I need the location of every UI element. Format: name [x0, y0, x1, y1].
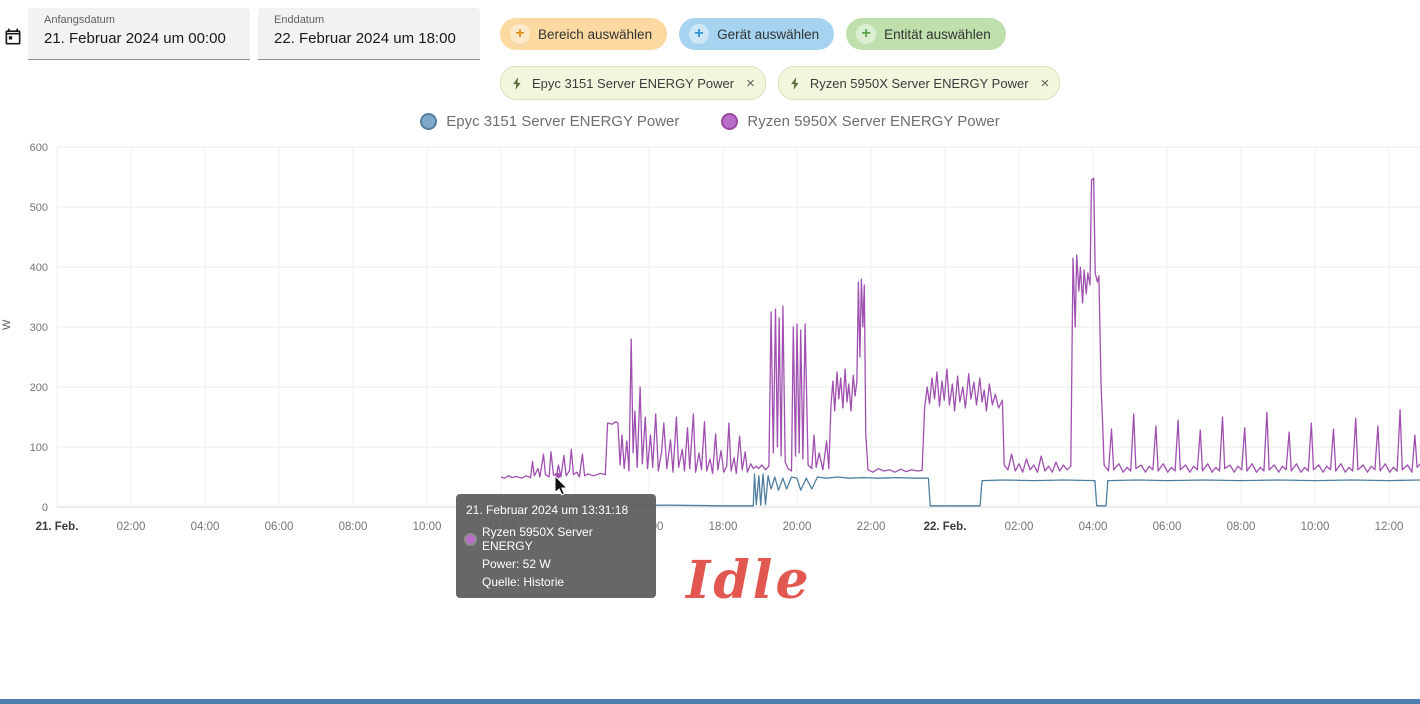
tooltip-power-value: Power: 52 W — [482, 557, 551, 571]
x-tick-label: 08:00 — [1227, 521, 1256, 533]
y-tick-label: 600 — [30, 142, 48, 154]
x-tick-label: 02:00 — [1005, 521, 1034, 533]
y-tick-label: 300 — [30, 322, 48, 334]
series-line-1 — [500, 177, 1420, 479]
entity-chip-label: Epyc 3151 Server ENERGY Power — [532, 75, 735, 91]
area-select-label: Bereich auswählen — [538, 26, 653, 42]
x-tick-label: 22:00 — [857, 521, 886, 533]
area-select-chip[interactable]: + Bereich auswählen — [500, 18, 668, 50]
x-tick-label: 12:00 — [1375, 521, 1404, 533]
end-date-field[interactable]: Enddatum 22. Februar 2024 um 18:00 — [258, 8, 480, 60]
chart-legend: Epyc 3151 Server ENERGY Power Ryzen 5950… — [0, 113, 1420, 130]
x-tick-label: 10:00 — [413, 521, 442, 533]
series-dot-icon — [466, 534, 475, 544]
legend-dot — [721, 113, 739, 130]
x-tick-label: 10:00 — [1301, 521, 1330, 533]
filter-chip-row: + Bereich auswählen + Gerät auswählen + … — [500, 18, 1060, 50]
legend-item-ryzen[interactable]: Ryzen 5950X Server ENERGY Power — [721, 113, 1000, 130]
chart-tooltip: 21. Februar 2024 um 13:31:18 Ryzen 5950X… — [456, 494, 656, 598]
y-axis-title: W — [1, 319, 13, 330]
calendar-icon[interactable] — [3, 27, 23, 52]
x-tick-label: 08:00 — [339, 521, 368, 533]
end-date-value: 22. Februar 2024 um 18:00 — [274, 30, 456, 47]
plus-icon: + — [510, 24, 530, 44]
entity-chip-label: Ryzen 5950X Server ENERGY Power — [809, 75, 1029, 91]
y-tick-label: 500 — [30, 202, 48, 214]
entity-chip-ryzen[interactable]: Ryzen 5950X Server ENERGY Power × — [777, 66, 1061, 100]
legend-dot — [420, 113, 438, 130]
close-icon[interactable]: × — [746, 74, 755, 92]
x-tick-label: 04:00 — [191, 521, 220, 533]
bottom-bar — [0, 699, 1420, 704]
plus-icon: + — [689, 24, 710, 44]
x-tick-label: 02:00 — [117, 521, 146, 533]
device-select-label: Gerät auswählen — [717, 26, 820, 42]
device-select-chip[interactable]: + Gerät auswählen — [679, 18, 835, 50]
series-line-0 — [500, 473, 1420, 507]
filter-area: + Bereich auswählen + Gerät auswählen + … — [500, 18, 1061, 116]
flash-icon — [790, 76, 799, 90]
legend-label: Ryzen 5950X Server ENERGY Power — [747, 113, 1000, 130]
close-icon[interactable]: × — [1040, 74, 1050, 92]
start-date-value: 21. Februar 2024 um 00:00 — [44, 30, 226, 47]
y-tick-label: 0 — [42, 502, 48, 514]
idle-annotation: Idle — [686, 550, 812, 611]
x-tick-label: 22. Feb. — [924, 521, 967, 533]
entity-select-chip[interactable]: + Entität auswählen — [846, 18, 1006, 50]
y-tick-label: 200 — [30, 382, 48, 394]
x-tick-label: 04:00 — [1079, 521, 1108, 533]
x-tick-label: 21. Feb. — [36, 521, 79, 533]
x-tick-label: 20:00 — [783, 521, 812, 533]
plus-icon: + — [856, 24, 877, 44]
legend-label: Epyc 3151 Server ENERGY Power — [446, 113, 680, 130]
x-tick-label: 06:00 — [1153, 521, 1182, 533]
x-tick-label: 18:00 — [709, 521, 738, 533]
y-tick-label: 400 — [30, 262, 48, 274]
entity-chip-row: Epyc 3151 Server ENERGY Power × Ryzen 59… — [500, 66, 1061, 100]
tooltip-source: Quelle: Historie — [482, 575, 565, 589]
start-date-label: Anfangsdatum — [44, 14, 115, 26]
entity-chip-epyc[interactable]: Epyc 3151 Server ENERGY Power × — [500, 66, 766, 100]
tooltip-timestamp: 21. Februar 2024 um 13:31:18 — [466, 503, 629, 517]
flash-icon — [513, 76, 521, 90]
tooltip-series-name: Ryzen 5950X Server ENERGY — [481, 525, 593, 553]
mouse-cursor — [554, 475, 569, 496]
x-tick-label: 06:00 — [265, 521, 294, 533]
end-date-label: Enddatum — [274, 14, 325, 26]
y-tick-label: 100 — [30, 442, 48, 454]
start-date-field[interactable]: Anfangsdatum 21. Februar 2024 um 00:00 — [28, 8, 250, 60]
legend-item-epyc[interactable]: Epyc 3151 Server ENERGY Power — [420, 113, 679, 130]
entity-select-label: Entität auswählen — [884, 26, 991, 42]
